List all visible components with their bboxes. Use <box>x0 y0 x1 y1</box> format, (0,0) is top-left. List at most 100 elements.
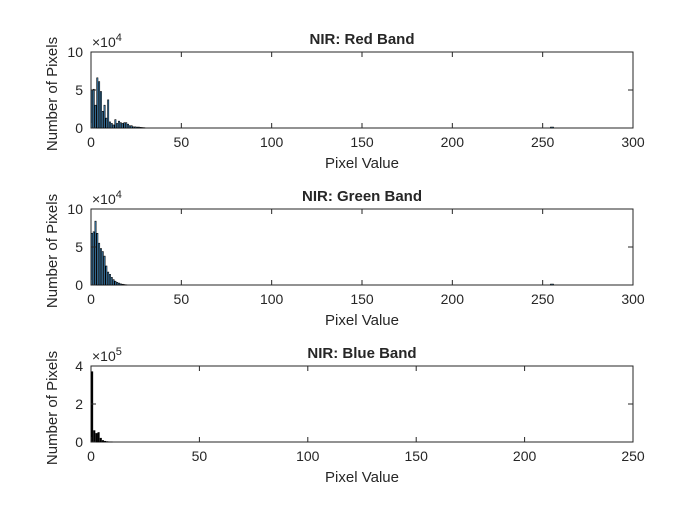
histogram-bar <box>117 123 118 128</box>
x-tick-label: 200 <box>441 134 465 150</box>
plot-area <box>91 366 633 442</box>
histogram-bar <box>100 249 101 285</box>
histogram-bar <box>96 433 98 442</box>
x-tick-label: 50 <box>174 291 190 307</box>
histogram-bar <box>135 127 136 128</box>
x-tick-label: 200 <box>441 291 465 307</box>
x-tick-label: 0 <box>87 291 95 307</box>
y-tick-label: 2 <box>75 396 83 412</box>
chart-title: NIR: Blue Band <box>307 345 416 362</box>
x-tick-label: 300 <box>621 134 645 150</box>
x-tick-label: 100 <box>296 448 320 464</box>
histogram-bar <box>129 126 130 128</box>
histogram-bar <box>113 280 114 285</box>
histogram-bar <box>98 433 100 443</box>
histogram-bar <box>102 252 103 285</box>
histogram-bar <box>136 127 137 128</box>
y-tick-label: 4 <box>75 358 83 374</box>
histogram-bar <box>133 127 134 128</box>
histogram-bar <box>550 127 553 128</box>
histogram-bar <box>98 243 99 285</box>
y-axis-label: Number of Pixels <box>44 37 61 151</box>
histogram-bar <box>104 256 105 285</box>
y-tick-label: 0 <box>75 277 83 293</box>
x-tick-label: 150 <box>350 291 374 307</box>
histogram-bar <box>104 105 105 128</box>
histogram-bar <box>91 372 93 442</box>
histogram-bar <box>115 120 116 128</box>
x-tick-label: 300 <box>621 291 645 307</box>
y-exponent-label: ×104 <box>92 189 122 207</box>
histogram-bar <box>118 121 119 128</box>
histogram-bar <box>131 126 132 128</box>
histogram-bar <box>127 124 128 128</box>
histogram-bar <box>120 284 121 285</box>
y-tick-label: 5 <box>75 239 83 255</box>
histogram-bar <box>111 123 112 128</box>
histogram-bar <box>118 283 119 285</box>
histogram-bar <box>100 92 101 128</box>
histogram-bar <box>117 282 118 285</box>
histogram-bar <box>126 123 127 128</box>
histogram-bar <box>98 82 99 128</box>
y-tick-label: 0 <box>75 120 83 136</box>
histogram-bar <box>120 123 121 128</box>
histogram-bar <box>108 100 109 128</box>
y-exponent-superscript: 4 <box>116 189 122 201</box>
histogram-bar <box>93 431 95 442</box>
histogram-bar <box>102 440 104 442</box>
plot-area <box>91 209 633 285</box>
histogram-bar <box>106 118 107 128</box>
chart-title: NIR: Green Band <box>302 188 422 205</box>
histogram-bar <box>93 89 94 128</box>
histogram-bar <box>115 281 116 285</box>
histogram-bar <box>109 274 110 285</box>
plot-area <box>91 52 633 128</box>
histogram-bar <box>550 284 553 285</box>
y-axis-label: Number of Pixels <box>44 351 61 465</box>
histogram-bar <box>104 441 106 442</box>
histogram-bar <box>122 123 123 128</box>
x-axis-label: Pixel Value <box>325 469 399 486</box>
x-tick-label: 0 <box>87 448 95 464</box>
y-exponent-label: ×104 <box>92 32 122 50</box>
histogram-bar <box>113 125 114 128</box>
x-tick-label: 150 <box>405 448 429 464</box>
x-tick-label: 100 <box>260 134 284 150</box>
y-tick-label: 0 <box>75 434 83 450</box>
histogram-bar <box>97 233 98 285</box>
x-tick-label: 250 <box>621 448 645 464</box>
x-axis-label: Pixel Value <box>325 155 399 172</box>
histogram-bar <box>102 111 103 128</box>
histogram-bar <box>100 438 102 442</box>
histogram-bar <box>93 232 94 285</box>
histogram-bar <box>91 90 92 128</box>
x-tick-label: 150 <box>350 134 374 150</box>
x-tick-label: 50 <box>174 134 190 150</box>
histogram-bar <box>140 127 141 128</box>
y-tick-label: 10 <box>67 201 83 217</box>
histogram-bar <box>124 123 125 128</box>
histogram-bar <box>108 272 109 285</box>
histogram-bar <box>91 233 92 285</box>
histogram-bar <box>138 127 139 128</box>
x-axis-label: Pixel Value <box>325 312 399 329</box>
y-tick-label: 10 <box>67 44 83 60</box>
histogram-bar <box>95 105 96 128</box>
histogram-bar <box>106 266 107 285</box>
x-tick-label: 50 <box>192 448 208 464</box>
histogram-bar <box>122 284 123 285</box>
chart-title: NIR: Red Band <box>310 31 415 48</box>
y-exponent-superscript: 4 <box>116 32 122 44</box>
y-tick-label: 5 <box>75 82 83 98</box>
histogram-bar <box>97 78 98 128</box>
x-tick-label: 250 <box>531 291 555 307</box>
y-axis-label: Number of Pixels <box>44 194 61 308</box>
x-tick-label: 250 <box>531 134 555 150</box>
y-exponent-superscript: 5 <box>116 346 122 358</box>
